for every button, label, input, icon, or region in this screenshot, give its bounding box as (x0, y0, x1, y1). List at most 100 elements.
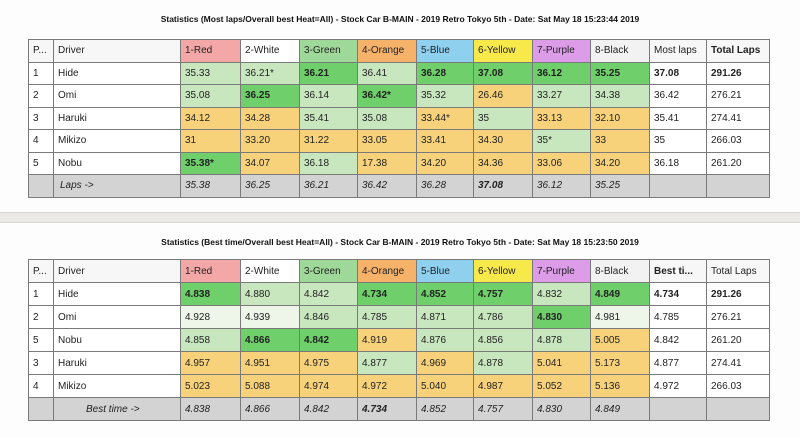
lane-cell: 33.05 (357, 129, 417, 153)
lane-cell: 36.21 (299, 61, 358, 85)
footer-cell: 37.08 (473, 174, 533, 198)
lane-cell: 36.12 (532, 61, 591, 85)
footer-cell: 4.757 (473, 397, 533, 421)
lane-cell: 34.12 (180, 106, 241, 130)
lane-cell: 4.846 (299, 305, 358, 329)
report-best-time: Statistics (Best time/Overall best Heat=… (0, 221, 800, 437)
best-cell: 4.734 (649, 282, 707, 306)
footer-blank (28, 174, 54, 198)
lane-cell: 4.786 (473, 305, 533, 329)
col-header-red[interactable]: 1-Red (180, 259, 241, 283)
report-title: Statistics (Most laps/Overall best Heat=… (160, 14, 640, 24)
lane-cell: 4.856 (473, 328, 533, 352)
footer-cell: 4.830 (532, 397, 591, 421)
footer-cell: 4.842 (299, 397, 358, 421)
lane-cell: 5.040 (416, 374, 474, 398)
footer-row: Laps -> 35.38 36.25 36.21 36.42 36.28 37… (28, 174, 770, 198)
lane-cell: 34.38 (590, 84, 650, 108)
lane-cell: 4.838 (180, 282, 241, 306)
footer-row: Best time -> 4.838 4.866 4.842 4.734 4.8… (28, 397, 770, 421)
lane-cell: 34.20 (590, 151, 650, 175)
col-header-orange[interactable]: 4-Orange (357, 259, 417, 283)
col-header-most-laps[interactable]: Most laps (649, 39, 707, 63)
col-header-pos[interactable]: P... (28, 39, 54, 63)
lane-cell: 33.27 (532, 84, 591, 108)
driver-cell: Mikizo (53, 129, 181, 153)
lane-cell: 33 (590, 129, 650, 153)
lane-cell: 4.871 (416, 305, 474, 329)
lane-cell: 33.20 (240, 129, 300, 153)
driver-cell: Hide (53, 282, 181, 306)
col-header-driver[interactable]: Driver (53, 259, 181, 283)
table-row: 5 Nobu 4.858 4.866 4.842 4.919 4.876 4.8… (28, 328, 770, 352)
lane-cell: 36.41 (357, 61, 417, 85)
footer-cell: 4.734 (357, 397, 417, 421)
table-row: 4 Mikizo 31 33.20 31.22 33.05 33.41 34.3… (28, 129, 770, 153)
col-header-white[interactable]: 2-White (240, 39, 300, 63)
col-header-pos[interactable]: P... (28, 259, 54, 283)
col-header-yellow[interactable]: 6-Yellow (473, 39, 533, 63)
lane-cell: 26.46 (473, 84, 533, 108)
lane-cell: 35.25 (590, 61, 650, 85)
lane-cell: 35* (532, 129, 591, 153)
lane-cell: 35.08 (180, 84, 241, 108)
lane-cell: 33.41 (416, 129, 474, 153)
best-cell: 35 (649, 129, 707, 153)
col-header-best-time[interactable]: Best ti... (649, 259, 707, 283)
footer-cell: 36.12 (532, 174, 591, 198)
lane-cell: 5.023 (180, 374, 241, 398)
total-laps-cell: 266.03 (706, 374, 770, 398)
header-row: P... Driver 1-Red 2-White 3-Green 4-Oran… (28, 259, 770, 283)
footer-blank (649, 397, 707, 421)
report-title: Statistics (Best time/Overall best Heat=… (161, 237, 639, 247)
lane-cell: 4.866 (240, 328, 300, 352)
footer-cell: 4.866 (240, 397, 300, 421)
total-laps-cell: 266.03 (706, 129, 770, 153)
col-header-green[interactable]: 3-Green (299, 39, 358, 63)
lane-cell: 4.832 (532, 282, 591, 306)
col-header-purple[interactable]: 7-Purple (532, 259, 591, 283)
page-separator (0, 212, 800, 223)
position-cell: 2 (28, 84, 54, 108)
col-header-blue[interactable]: 5-Blue (416, 259, 474, 283)
driver-cell: Hide (53, 61, 181, 85)
total-laps-cell: 276.21 (706, 305, 770, 329)
report-most-laps: Statistics (Most laps/Overall best Heat=… (0, 0, 800, 212)
best-cell: 4.972 (649, 374, 707, 398)
total-laps-cell: 274.41 (706, 351, 770, 375)
footer-cell: 36.42 (357, 174, 417, 198)
lane-cell: 4.974 (299, 374, 358, 398)
lane-cell: 32.10 (590, 106, 650, 130)
lane-cell: 4.878 (473, 351, 533, 375)
col-header-yellow[interactable]: 6-Yellow (473, 259, 533, 283)
footer-cell: 4.838 (180, 397, 241, 421)
footer-cell: 35.38 (180, 174, 241, 198)
table-row: 2 Omi 4.928 4.939 4.846 4.785 4.871 4.78… (28, 305, 770, 329)
total-laps-cell: 276.21 (706, 84, 770, 108)
position-cell: 3 (28, 351, 54, 375)
lane-cell: 34.20 (416, 151, 474, 175)
lane-cell: 5.005 (590, 328, 650, 352)
total-laps-cell: 291.26 (706, 61, 770, 85)
lane-cell: 4.852 (416, 282, 474, 306)
col-header-green[interactable]: 3-Green (299, 259, 358, 283)
lane-cell: 34.30 (473, 129, 533, 153)
col-header-black[interactable]: 8-Black (590, 259, 650, 283)
col-header-orange[interactable]: 4-Orange (357, 39, 417, 63)
driver-cell: Mikizo (53, 374, 181, 398)
col-header-red[interactable]: 1-Red (180, 39, 241, 63)
col-header-black[interactable]: 8-Black (590, 39, 650, 63)
col-header-blue[interactable]: 5-Blue (416, 39, 474, 63)
col-header-total-laps[interactable]: Total Laps (706, 39, 770, 63)
lane-cell: 4.939 (240, 305, 300, 329)
footer-label: Best time -> (53, 397, 181, 421)
col-header-purple[interactable]: 7-Purple (532, 39, 591, 63)
driver-cell: Haruki (53, 351, 181, 375)
lane-cell: 36.14 (299, 84, 358, 108)
total-laps-cell: 291.26 (706, 282, 770, 306)
col-header-driver[interactable]: Driver (53, 39, 181, 63)
col-header-white[interactable]: 2-White (240, 259, 300, 283)
col-header-total-laps[interactable]: Total Laps (706, 259, 770, 283)
lane-cell: 4.849 (590, 282, 650, 306)
footer-cell: 35.25 (590, 174, 650, 198)
